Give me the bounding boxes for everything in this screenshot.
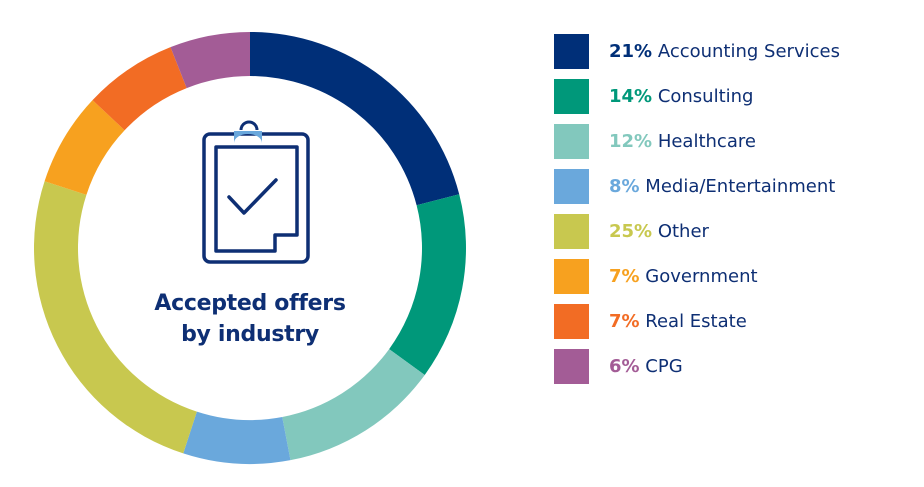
legend-item: 25% Other [554, 214, 840, 259]
legend-swatch [554, 124, 589, 159]
donut-slice-real-estate [92, 47, 187, 131]
legend-category: CPG [639, 356, 683, 377]
legend-swatch [554, 259, 589, 294]
legend-category: Consulting [652, 86, 754, 107]
legend-item: 14% Consulting [554, 79, 840, 124]
legend-percent: 7% [609, 311, 640, 332]
legend-percent: 8% [609, 176, 640, 197]
legend-swatch [554, 304, 589, 339]
donut-slice-accounting-services [250, 32, 460, 206]
legend-label: 14% Consulting [609, 79, 753, 114]
clipboard-check-icon [202, 120, 310, 264]
donut-chart [33, 32, 466, 465]
legend-percent: 14% [609, 86, 653, 107]
legend-label: 7% Real Estate [609, 304, 747, 339]
chart-title-line-2: by industry [181, 322, 319, 347]
donut-slice-media-entertainment [183, 411, 291, 465]
legend-swatch [554, 214, 589, 249]
legend-swatch [554, 79, 589, 114]
legend-percent: 25% [609, 221, 653, 242]
chart-title: Accepted offers by industry [130, 288, 370, 350]
legend-category: Accounting Services [652, 41, 840, 62]
legend-item: 21% Accounting Services [554, 34, 840, 79]
legend-label: 25% Other [609, 214, 709, 249]
legend-percent: 6% [609, 356, 640, 377]
legend-item: 8% Media/Entertainment [554, 169, 840, 214]
donut-slice-government [44, 100, 125, 195]
legend-label: 6% CPG [609, 349, 683, 384]
legend-swatch [554, 349, 589, 384]
donut-slice-healthcare [282, 349, 425, 461]
legend-category: Other [652, 221, 709, 242]
legend-label: 7% Government [609, 259, 758, 294]
chart-title-line-1: Accepted offers [154, 291, 346, 316]
legend-percent: 7% [609, 266, 640, 287]
donut-slice-cpg [170, 32, 250, 89]
legend-percent: 12% [609, 131, 653, 152]
legend-category: Healthcare [652, 131, 756, 152]
legend-item: 7% Real Estate [554, 304, 840, 349]
legend-percent: 21% [609, 41, 653, 62]
legend-category: Government [639, 266, 758, 287]
legend-label: 21% Accounting Services [609, 34, 840, 69]
legend-swatch [554, 34, 589, 69]
legend-category: Real Estate [639, 311, 747, 332]
donut-slice-consulting [389, 194, 466, 375]
legend-label: 8% Media/Entertainment [609, 169, 835, 204]
donut-slice-other [33, 181, 197, 454]
legend-item: 7% Government [554, 259, 840, 304]
legend-item: 12% Healthcare [554, 124, 840, 169]
legend: 21% Accounting Services 14% Consulting 12%… [554, 34, 840, 394]
legend-swatch [554, 169, 589, 204]
legend-category: Media/Entertainment [639, 176, 836, 197]
legend-label: 12% Healthcare [609, 124, 756, 159]
legend-item: 6% CPG [554, 349, 840, 394]
